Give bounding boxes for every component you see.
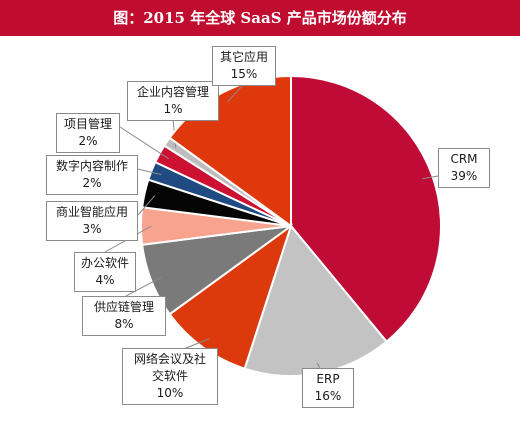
slice-label-name: 网络会议及社交软件 (133, 352, 206, 383)
slice-label-name: 企业内容管理 (136, 85, 209, 99)
title-bar: 图：2015 年全球 SaaS 产品市场份额分布 (0, 0, 520, 36)
slice-label-value: 10% (156, 386, 184, 400)
slice-label-name: 数字内容制作 (55, 159, 128, 173)
slice-label-name: CRM (450, 152, 478, 166)
slice-label: 网络会议及社交软件 10% (122, 348, 218, 405)
pie-slice (290, 74, 442, 343)
slice-label-value: 2% (82, 176, 102, 190)
leader-line (125, 276, 162, 297)
slice-label: 数字内容制作 2% (46, 155, 138, 195)
slice-label: 商业智能应用 3% (46, 201, 138, 241)
slice-label-value: 3% (82, 222, 102, 236)
leader-line (185, 338, 210, 349)
leader-line (137, 195, 156, 216)
slice-label: ERP 16% (302, 368, 354, 408)
slice-label: 项目管理 2% (56, 113, 120, 153)
leader-line (119, 126, 170, 160)
slice-label: 其它应用 15% (212, 46, 276, 86)
slice-label-value: 4% (95, 273, 115, 287)
slice-label-name: 其它应用 (219, 50, 268, 64)
slice-label-value: 8% (114, 317, 134, 331)
leader-line (227, 83, 245, 103)
slice-label: 办公软件 4% (74, 252, 136, 292)
slice-label: CRM 39% (438, 148, 490, 188)
slice-label-name: ERP (316, 372, 340, 386)
slice-label-value: 16% (314, 389, 342, 403)
slice-label-value: 39% (450, 169, 478, 183)
slice-label-name: 商业智能应用 (55, 205, 128, 219)
slice-label: 供应链管理 8% (82, 296, 166, 336)
leader-line (422, 175, 439, 180)
slice-label-value: 1% (163, 102, 183, 116)
slice-label-name: 供应链管理 (93, 300, 154, 314)
leader-line (137, 168, 162, 176)
slice-label-name: 办公软件 (81, 256, 130, 270)
pie-slice (168, 223, 293, 370)
chart-title: 图：2015 年全球 SaaS 产品市场份额分布 (113, 9, 407, 27)
slice-label-value: 15% (230, 67, 258, 81)
leader-line (316, 362, 321, 369)
slice-label-name: 项目管理 (63, 117, 112, 131)
slice-label: 企业内容管理 1% (127, 81, 219, 121)
slice-label-value: 2% (78, 134, 98, 148)
